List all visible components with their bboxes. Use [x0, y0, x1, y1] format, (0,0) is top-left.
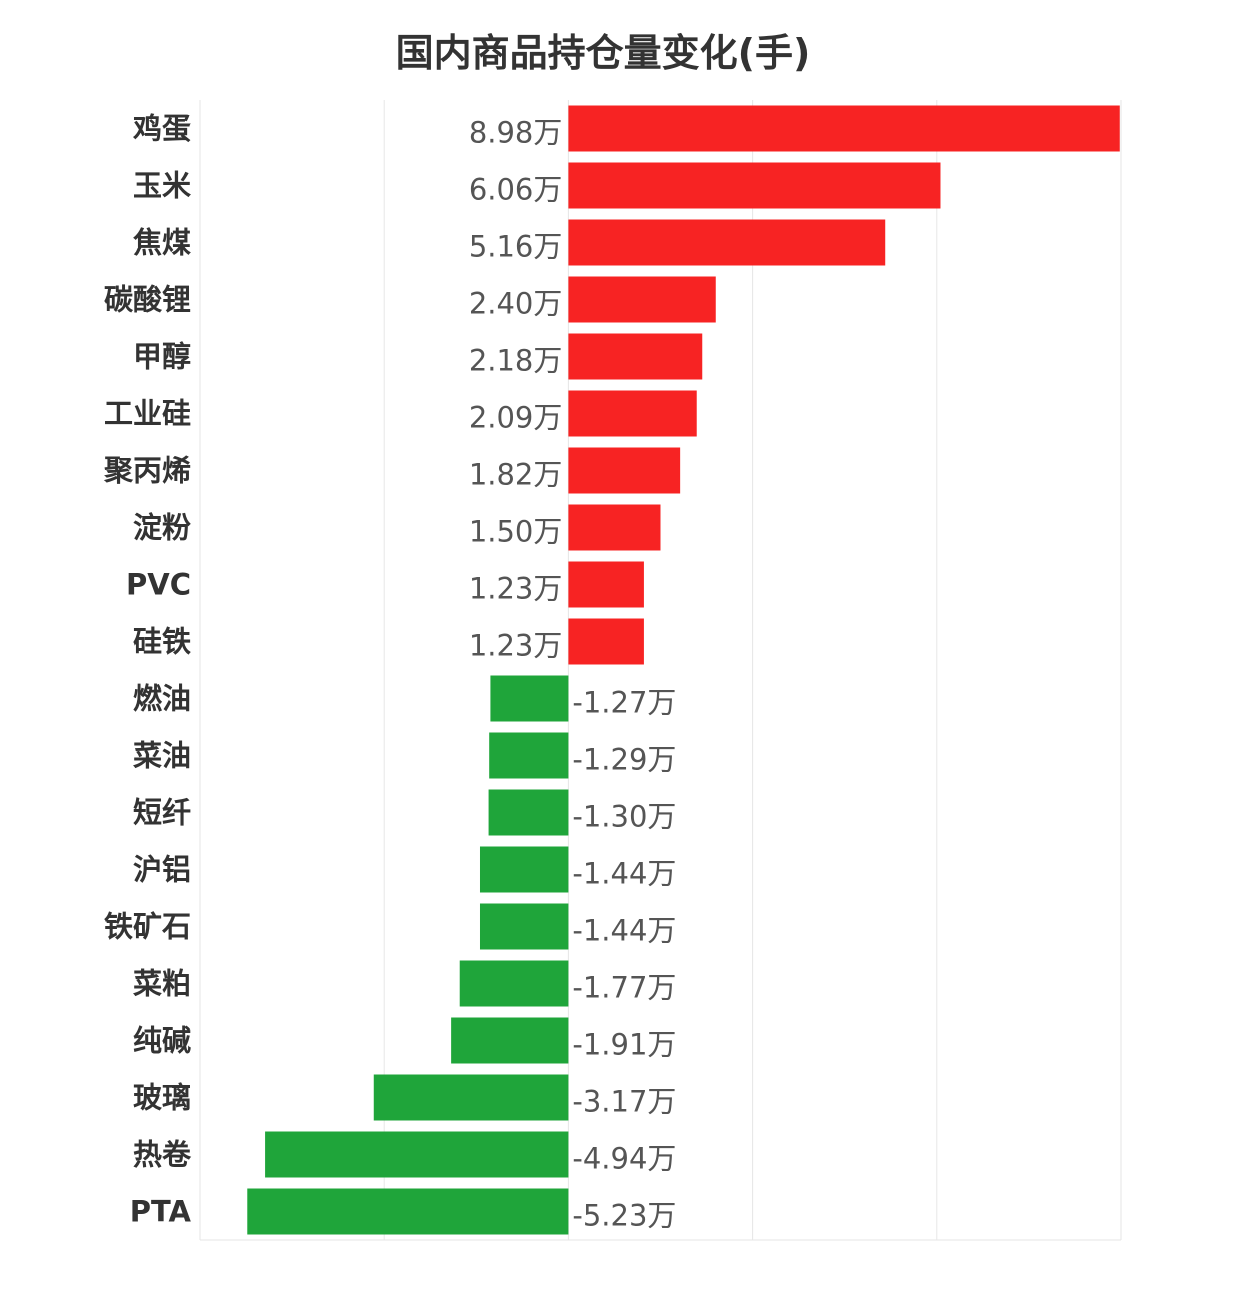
data-label: -1.30万 — [572, 800, 676, 834]
bar — [247, 1188, 569, 1235]
data-label: -1.77万 — [572, 971, 676, 1005]
category-label: 工业硅 — [104, 397, 191, 431]
bar — [568, 276, 716, 323]
bar — [568, 219, 886, 266]
category-label: 菜粕 — [133, 967, 191, 1001]
bar — [568, 447, 681, 494]
category-label: 甲醇 — [133, 340, 191, 374]
category-label: 燃油 — [133, 682, 191, 716]
category-label: 鸡蛋 — [133, 112, 191, 146]
category-label: 沪铝 — [133, 853, 191, 887]
bar — [568, 618, 644, 665]
category-label: 菜油 — [133, 739, 191, 773]
data-label: -1.27万 — [572, 686, 676, 720]
category-label: 淀粉 — [133, 511, 191, 545]
data-label: -1.44万 — [572, 857, 676, 891]
category-label: 铁矿石 — [104, 910, 191, 944]
bar — [459, 960, 569, 1007]
category-label: 玻璃 — [133, 1081, 191, 1115]
category-label: 热卷 — [133, 1138, 192, 1172]
data-label: 2.40万 — [469, 287, 563, 321]
chart-title: 国内商品持仓量变化(手) — [395, 31, 811, 75]
data-label: 5.16万 — [469, 230, 563, 264]
data-label: 2.09万 — [469, 401, 563, 435]
bar — [489, 732, 569, 779]
category-label: 硅铁 — [133, 625, 191, 659]
bar — [568, 561, 644, 608]
data-label: 2.18万 — [469, 344, 563, 378]
category-label: 聚丙烯 — [103, 454, 191, 488]
data-label: 1.50万 — [469, 515, 563, 549]
bar — [568, 162, 941, 209]
data-label: -1.91万 — [572, 1028, 676, 1062]
bar — [479, 903, 569, 950]
bar — [568, 333, 703, 380]
bar — [373, 1074, 569, 1121]
data-label: 1.23万 — [469, 629, 563, 663]
bar — [488, 789, 569, 836]
category-label: 碳酸锂 — [104, 283, 191, 317]
category-label: 焦煤 — [133, 226, 191, 260]
data-label: -1.44万 — [572, 914, 676, 948]
data-label: 8.98万 — [469, 116, 563, 150]
data-label: 6.06万 — [469, 173, 563, 207]
bar — [568, 105, 1120, 152]
bar — [490, 675, 569, 722]
data-label: 1.23万 — [469, 572, 563, 606]
bar — [568, 390, 697, 437]
category-label: 玉米 — [133, 169, 191, 203]
category-label: 短纤 — [133, 796, 191, 830]
data-label: -5.23万 — [572, 1199, 676, 1233]
data-label: -3.17万 — [572, 1085, 676, 1119]
bar — [479, 846, 569, 893]
category-label: 纯碱 — [133, 1024, 191, 1058]
data-label: -1.29万 — [572, 743, 676, 777]
bar — [568, 504, 661, 551]
category-label: PTA — [130, 1195, 192, 1229]
data-label: 1.82万 — [469, 458, 563, 492]
data-label: -4.94万 — [572, 1142, 676, 1176]
category-label: PVC — [126, 568, 191, 602]
bar — [451, 1017, 569, 1064]
bar — [265, 1131, 569, 1178]
